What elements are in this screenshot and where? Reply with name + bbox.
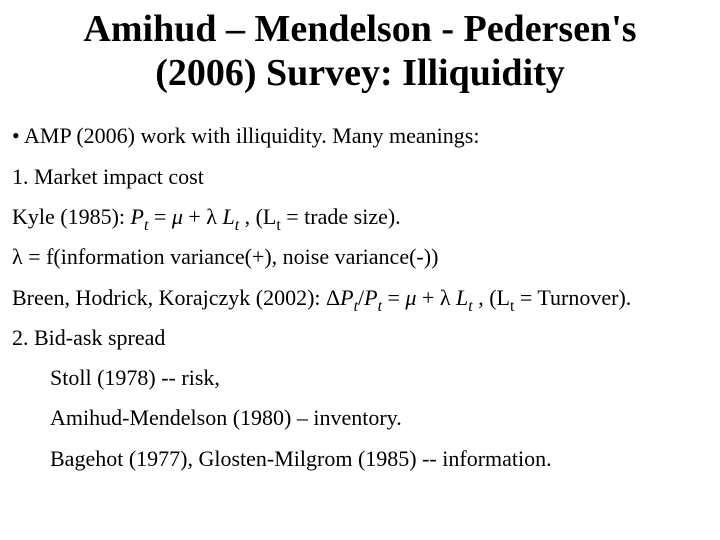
kyle-eq: = [148,204,171,229]
breen-p2: P [364,285,377,310]
breen-t3: t [468,298,472,315]
breen-line: Breen, Hodrick, Korajczyk (2002): ΔPt/Pt… [12,285,708,310]
breen-t1: t [354,298,358,315]
section-2-header: 2. Bid-ask spread [12,325,708,350]
bullet-intro: • AMP (2006) work with illiquidity. Many… [12,123,708,148]
slide-content: • AMP (2006) work with illiquidity. Many… [0,105,720,471]
kyle-l: L [222,204,234,229]
breen-plus: + λ [416,285,456,310]
breen-t4: t [510,298,514,315]
slide-title: Amihud – Mendelson - Pedersen's (2006) S… [0,0,720,105]
bagehot-line: Bagehot (1977), Glosten-Milgrom (1985) -… [12,446,708,471]
breen-pre: Breen, Hodrick, Korajczyk (2002): Δ [12,285,340,310]
title-line2: (2006) Survey: Illiquidity [155,52,565,94]
breen-l: L [456,285,468,310]
breen-post: = Turnover). [514,285,631,310]
amihud-mendelson-line: Amihud-Mendelson (1980) – inventory. [12,405,708,430]
breen-p1: P [340,285,353,310]
kyle-p: P [131,204,144,229]
kyle-line: Kyle (1985): Pt = μ + λ Lt , (Lt = trade… [12,204,708,229]
section-1-header: 1. Market impact cost [12,164,708,189]
kyle-pre: Kyle (1985): [12,204,131,229]
kyle-mu: μ [172,204,183,229]
kyle-t1: t [144,217,148,234]
kyle-t2: t [235,217,239,234]
kyle-plus: + λ [183,204,223,229]
breen-t2: t [378,298,382,315]
kyle-t3: t [276,217,280,234]
breen-comma: , (L [473,285,510,310]
breen-mu: μ [405,285,416,310]
stoll-line: Stoll (1978) -- risk, [12,365,708,390]
title-line1: Amihud – Mendelson - Pedersen's [83,8,636,50]
lambda-line: λ = f(information variance(+), noise var… [12,244,708,269]
kyle-comma: , (L [239,204,276,229]
kyle-post: = trade size). [281,204,401,229]
breen-eq: = [382,285,405,310]
